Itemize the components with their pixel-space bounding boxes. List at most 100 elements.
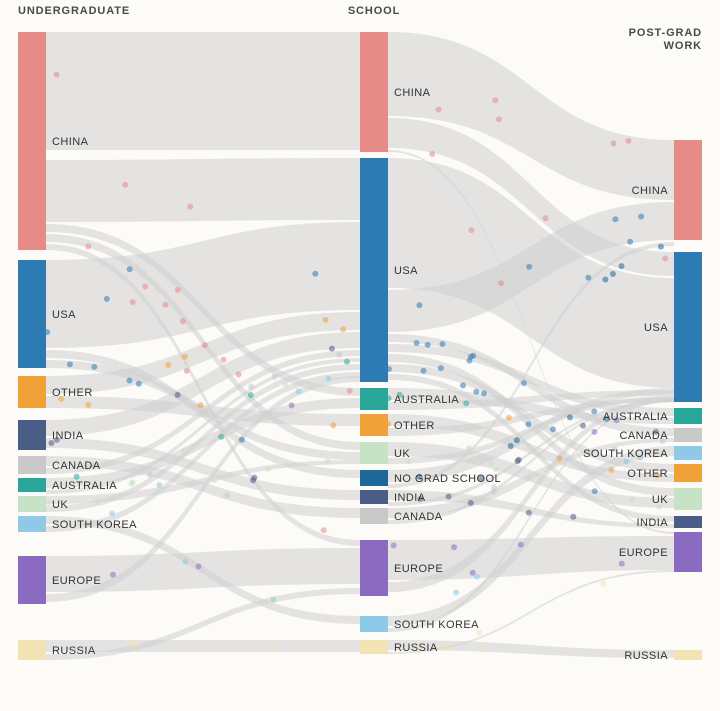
sankey-node[interactable]: [360, 540, 388, 596]
flow-dot: [67, 361, 73, 367]
flow-dot: [542, 421, 548, 427]
node-label: SOUTH KOREA: [394, 619, 479, 631]
flow-dot: [109, 511, 115, 517]
flow-dot: [248, 392, 254, 398]
flow-dot: [470, 353, 476, 359]
column-header: UNDERGRADUATE: [18, 5, 130, 17]
flow-dot: [347, 388, 353, 394]
flow-dot: [481, 390, 487, 396]
column-header: SCHOOL: [348, 5, 400, 17]
flow-dot: [184, 368, 190, 374]
flow-dot: [463, 400, 469, 406]
flow-dot: [626, 138, 632, 144]
sankey-node[interactable]: [674, 446, 702, 460]
node-label: OTHER: [52, 387, 93, 399]
sankey-chart: CHINAUSAOTHERINDIACANADAAUSTRALIAUKSOUTH…: [0, 0, 720, 711]
flow-dot: [157, 482, 163, 488]
sankey-node[interactable]: [674, 140, 702, 240]
sankey-node[interactable]: [674, 464, 702, 482]
sankey-node[interactable]: [674, 516, 702, 528]
sankey-node[interactable]: [18, 478, 46, 492]
flow-dot: [608, 467, 614, 473]
sankey-node[interactable]: [360, 32, 388, 152]
sankey-node[interactable]: [674, 532, 702, 572]
flow-dot: [325, 458, 331, 464]
flow-dot: [557, 455, 563, 461]
flow-dot: [550, 426, 556, 432]
flow-dot: [182, 559, 188, 565]
flow-dot: [638, 214, 644, 220]
flow-dot: [570, 514, 576, 520]
sankey-node[interactable]: [360, 640, 388, 654]
flow-dot: [451, 544, 457, 550]
flow-dot: [470, 570, 476, 576]
sankey-node[interactable]: [360, 442, 388, 464]
sankey-node[interactable]: [360, 414, 388, 436]
sankey-node[interactable]: [18, 556, 46, 604]
sankey-node[interactable]: [18, 420, 46, 450]
flow-dot: [527, 473, 533, 479]
flow-dot: [446, 494, 452, 500]
flow-dot: [54, 72, 60, 78]
flow-dot: [218, 434, 224, 440]
sankey-node[interactable]: [18, 640, 46, 660]
flow-dot: [612, 216, 618, 222]
flow-dot: [468, 500, 474, 506]
node-label: INDIA: [394, 492, 426, 504]
flow-dot: [436, 107, 442, 113]
flow-dot: [85, 402, 91, 408]
sankey-node[interactable]: [674, 650, 702, 660]
sankey-node[interactable]: [360, 616, 388, 632]
node-label: EUROPE: [394, 563, 443, 575]
flow-dot: [460, 382, 466, 388]
flow-dot: [289, 402, 295, 408]
node-label: INDIA: [636, 517, 668, 529]
sankey-node[interactable]: [18, 32, 46, 250]
flow-dot: [629, 496, 635, 502]
flow-dot: [74, 474, 80, 480]
flow-dot: [496, 116, 502, 122]
node-label: NO GRAD SCHOOL: [394, 473, 501, 485]
flow-dot: [391, 543, 397, 549]
flow-dot: [445, 645, 451, 651]
sankey-node[interactable]: [674, 252, 702, 402]
sankey-node[interactable]: [674, 488, 702, 510]
flow-dot: [421, 368, 427, 374]
node-label: CANADA: [52, 460, 101, 472]
flow-dot: [127, 266, 133, 272]
sankey-node[interactable]: [360, 470, 388, 486]
sankey-node[interactable]: [18, 456, 46, 474]
flow-dot: [514, 437, 520, 443]
flow-dot: [130, 299, 136, 305]
sankey-node[interactable]: [360, 388, 388, 410]
sankey-node[interactable]: [360, 490, 388, 504]
flow-dot: [429, 151, 435, 157]
sankey-node[interactable]: [674, 408, 702, 424]
column-header: WORK: [664, 40, 702, 52]
sankey-node[interactable]: [360, 508, 388, 524]
sankey-node[interactable]: [18, 516, 46, 532]
flow-dot: [521, 380, 527, 386]
node-label: RUSSIA: [52, 645, 96, 657]
sankey-node[interactable]: [674, 428, 702, 442]
sankey-node[interactable]: [18, 496, 46, 512]
flow-dot: [610, 271, 616, 277]
flow-dot: [180, 318, 186, 324]
flow-dot: [591, 429, 597, 435]
sankey-node[interactable]: [18, 260, 46, 368]
flow-dot: [142, 284, 148, 290]
flow-dot: [525, 421, 531, 427]
sankey-link: [46, 32, 360, 150]
node-label: UK: [652, 494, 668, 506]
node-label: CHINA: [632, 185, 669, 197]
flow-dot: [591, 408, 597, 414]
sankey-link: [46, 158, 360, 222]
sankey-node[interactable]: [18, 376, 46, 408]
flow-dot: [181, 448, 187, 454]
node-label: EUROPE: [619, 547, 668, 559]
flow-dot: [175, 392, 181, 398]
flow-dot: [619, 561, 625, 567]
flow-dot: [515, 458, 521, 464]
flow-dot: [211, 477, 217, 483]
sankey-node[interactable]: [360, 158, 388, 382]
